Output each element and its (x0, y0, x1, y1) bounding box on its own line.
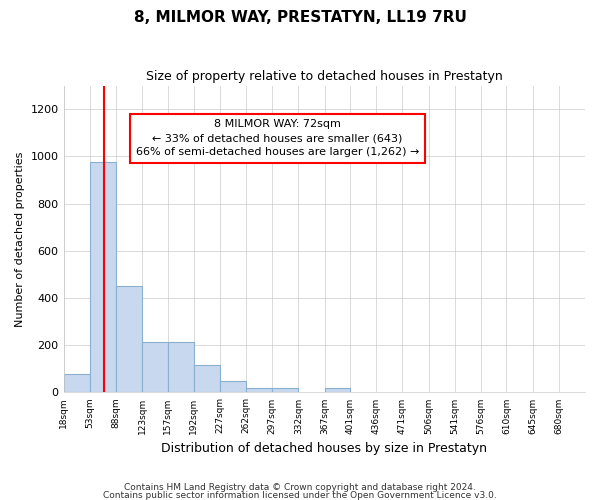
Bar (142, 342, 167, 392)
Text: 8, MILMOR WAY, PRESTATYN, LL19 7RU: 8, MILMOR WAY, PRESTATYN, LL19 7RU (134, 10, 466, 25)
Bar (64, 374, 90, 392)
X-axis label: Distribution of detached houses by size in Prestatyn: Distribution of detached houses by size … (161, 442, 487, 455)
Y-axis label: Number of detached properties: Number of detached properties (15, 152, 25, 326)
Text: 8 MILMOR WAY: 72sqm
← 33% of detached houses are smaller (643)
66% of semi-detac: 8 MILMOR WAY: 72sqm ← 33% of detached ho… (136, 120, 419, 158)
Bar (246, 388, 272, 392)
Bar (167, 342, 194, 392)
Text: Contains public sector information licensed under the Open Government Licence v3: Contains public sector information licen… (103, 490, 497, 500)
Bar (116, 286, 142, 393)
Bar (220, 380, 246, 392)
Bar (272, 388, 298, 392)
Title: Size of property relative to detached houses in Prestatyn: Size of property relative to detached ho… (146, 70, 503, 83)
Bar (325, 388, 350, 392)
Bar (90, 162, 116, 392)
Bar (194, 366, 220, 392)
Text: Contains HM Land Registry data © Crown copyright and database right 2024.: Contains HM Land Registry data © Crown c… (124, 484, 476, 492)
